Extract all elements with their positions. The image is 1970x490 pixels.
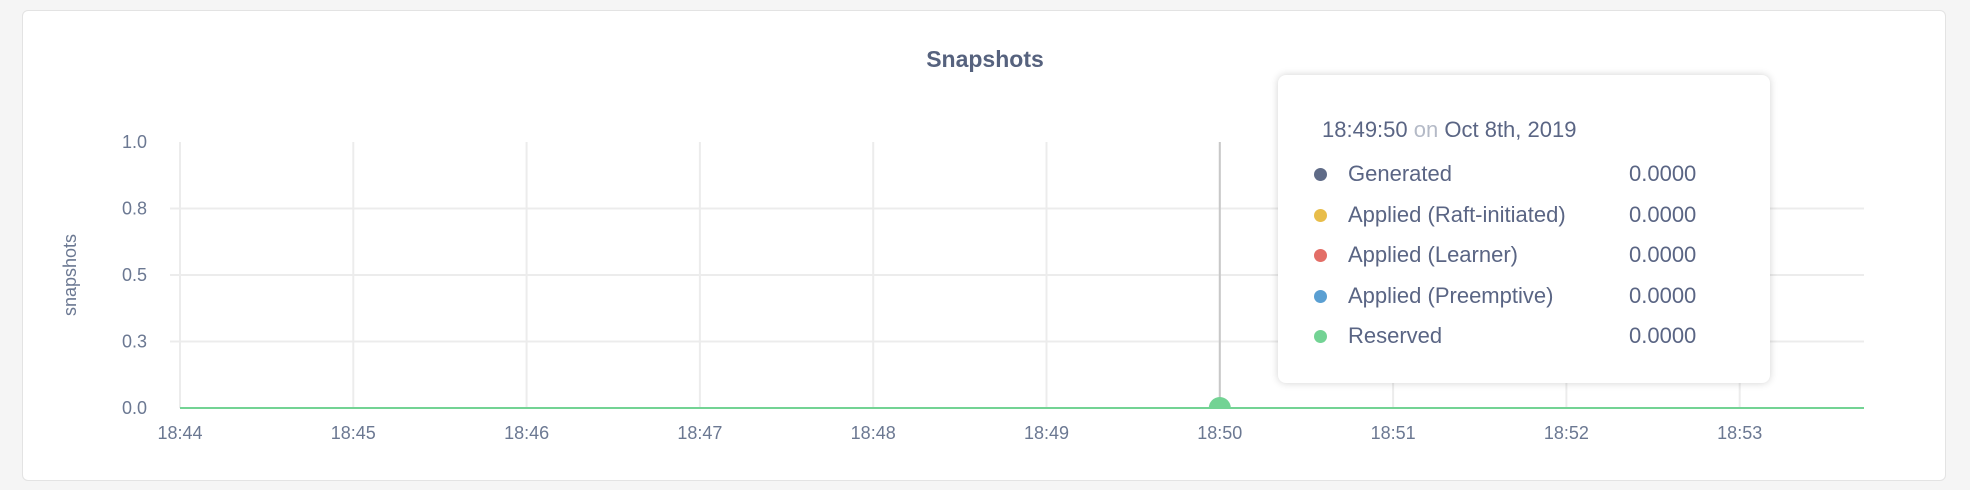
tooltip-series-value: 0.0000: [1629, 323, 1697, 348]
tooltip-series-label: Reserved: [1348, 323, 1443, 348]
x-tick-label: 18:53: [1717, 423, 1762, 443]
x-tick-label: 18:48: [851, 423, 896, 443]
tooltip-row: Applied (Learner) 0.0000: [1314, 242, 1754, 270]
x-tick-label: 18:52: [1544, 423, 1589, 443]
y-tick-label: 0.3: [122, 332, 147, 352]
x-tick-label: 18:50: [1197, 423, 1242, 443]
tooltip-series-label: Applied (Learner): [1348, 242, 1518, 267]
hover-tooltip: 18:49:50 on Oct 8th, 2019 Generated 0.000…: [1278, 75, 1770, 383]
tooltip-row: Applied (Preemptive) 0.0000: [1314, 283, 1754, 311]
hover-point: [1208, 397, 1231, 409]
tooltip-row: Generated 0.0000: [1314, 161, 1754, 189]
tooltip-on: on: [1413, 117, 1439, 142]
y-tick-label: 1.0: [122, 132, 147, 152]
y-tick-label: 0.5: [122, 265, 147, 285]
tooltip-row: Applied (Raft-initiated) 0.0000: [1314, 202, 1754, 230]
y-tick-label: 0.8: [122, 199, 147, 219]
tooltip-series-label: Generated: [1348, 161, 1452, 186]
tooltip-row: Reserved 0.0000: [1314, 323, 1754, 351]
x-tick-label: 18:47: [677, 423, 722, 443]
series-color-dot-icon: [1314, 168, 1327, 181]
tooltip-date: Oct 8th, 2019: [1444, 117, 1577, 142]
x-tick-label: 18:44: [157, 423, 202, 443]
series-color-dot-icon: [1314, 208, 1327, 222]
tooltip-series-value: 0.0000: [1629, 282, 1697, 308]
x-tick-label: 18:45: [331, 423, 376, 443]
x-tick-label: 18:49: [1024, 423, 1069, 443]
y-tick-label: 0.0: [122, 398, 147, 418]
tooltip-series-value: 0.0000: [1629, 161, 1697, 186]
series-color-dot-icon: [1314, 289, 1327, 303]
tooltip-series-label: Applied (Preemptive): [1348, 282, 1554, 308]
x-tick-label: 18:51: [1371, 423, 1416, 443]
tooltip-series-value: 0.0000: [1629, 201, 1697, 227]
y-axis-label: snapshots: [60, 234, 80, 316]
tooltip-header: 18:49:50 on Oct 8th, 2019: [1322, 117, 1576, 143]
x-tick-label: 18:46: [504, 423, 549, 443]
series-color-dot-icon: [1314, 330, 1327, 343]
tooltip-time: 18:49:50: [1322, 117, 1408, 142]
chart-title: Snapshots: [926, 46, 1044, 72]
tooltip-series-label: Applied (Raft-initiated): [1348, 201, 1566, 227]
series-color-dot-icon: [1314, 249, 1327, 262]
tooltip-series-value: 0.0000: [1629, 242, 1697, 267]
